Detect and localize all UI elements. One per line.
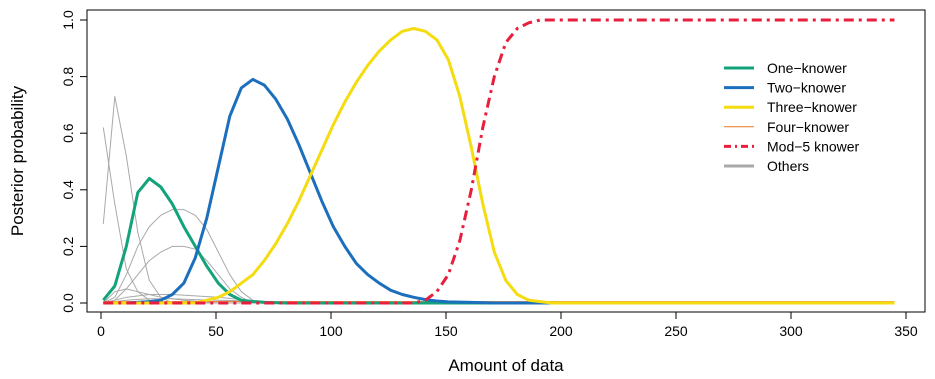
legend-label-two-knower: Two−knower — [767, 80, 846, 96]
y-tick-label: 0.8 — [60, 67, 76, 87]
x-tick-label: 100 — [319, 323, 343, 339]
series-line-others-4 — [103, 245, 895, 304]
x-tick-label: 350 — [894, 323, 918, 339]
series-line-three-knower — [103, 27, 895, 305]
x-axis-ticks: 0 50 100 150 200 250 300 350 — [97, 311, 918, 339]
legend-label-others: Others — [767, 158, 809, 174]
legend-label-mod-5-knower: Mod−5 knower — [767, 138, 860, 154]
x-tick-label: 50 — [208, 323, 224, 339]
y-tick-label: 0.2 — [60, 236, 76, 256]
y-tick-label: 0.6 — [60, 123, 76, 143]
legend: One−knower Two−knower Three−knower Four−kno… — [724, 60, 860, 174]
legend-label-four-knower: Four−knower — [767, 119, 849, 135]
series-line-one-knower — [102, 177, 895, 305]
y-axis-ticks: 0.0 0.2 0.4 0.6 0.8 1.0 — [60, 10, 87, 313]
series-line-two-knower — [103, 77, 895, 305]
x-axis-title: Amount of data — [448, 356, 564, 375]
plot-lines — [102, 18, 895, 305]
y-tick-label: 0.0 — [60, 293, 76, 313]
legend-label-one-knower: One−knower — [767, 60, 847, 76]
x-tick-label: 150 — [434, 323, 458, 339]
y-tick-label: 1.0 — [60, 10, 76, 30]
x-tick-label: 250 — [664, 323, 688, 339]
legend-label-three-knower: Three−knower — [767, 99, 857, 115]
series-line-mod-5-knower — [103, 18, 895, 305]
y-tick-label: 0.4 — [60, 180, 76, 200]
x-tick-label: 0 — [97, 323, 105, 339]
x-tick-label: 200 — [549, 323, 573, 339]
x-tick-label: 300 — [779, 323, 803, 339]
series-line-others-3 — [103, 209, 895, 304]
y-axis-title: Posterior probability — [8, 85, 27, 236]
